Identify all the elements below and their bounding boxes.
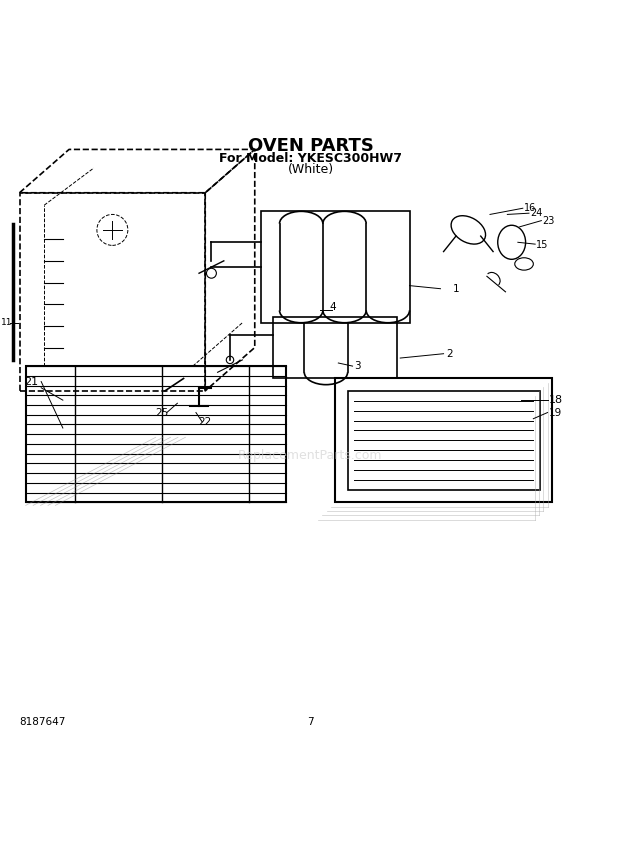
Bar xyxy=(348,391,539,490)
Text: 18: 18 xyxy=(549,395,563,405)
Text: 25: 25 xyxy=(155,407,169,418)
Text: 16: 16 xyxy=(524,203,536,213)
Bar xyxy=(335,378,552,502)
Text: 8187647: 8187647 xyxy=(19,717,66,727)
Text: OVEN PARTS: OVEN PARTS xyxy=(247,137,373,155)
Bar xyxy=(19,193,205,391)
Bar xyxy=(273,317,397,378)
Text: 3: 3 xyxy=(354,361,360,372)
Text: 15: 15 xyxy=(536,241,549,250)
Text: 22: 22 xyxy=(198,417,212,427)
Text: 23: 23 xyxy=(542,216,555,226)
Text: 1: 1 xyxy=(453,283,459,294)
Text: 11: 11 xyxy=(1,318,13,327)
Text: 4: 4 xyxy=(329,302,335,312)
Text: 2: 2 xyxy=(446,348,453,359)
Text: For Model: YKESC300HW7: For Model: YKESC300HW7 xyxy=(219,152,402,165)
Bar xyxy=(261,211,410,323)
Text: ReplacementParts.com: ReplacementParts.com xyxy=(238,449,383,462)
Text: 19: 19 xyxy=(549,407,562,418)
Text: 24: 24 xyxy=(530,208,542,218)
Text: 21: 21 xyxy=(24,377,38,387)
Bar xyxy=(25,366,286,502)
Text: (White): (White) xyxy=(288,163,334,175)
Text: 7: 7 xyxy=(307,717,314,727)
